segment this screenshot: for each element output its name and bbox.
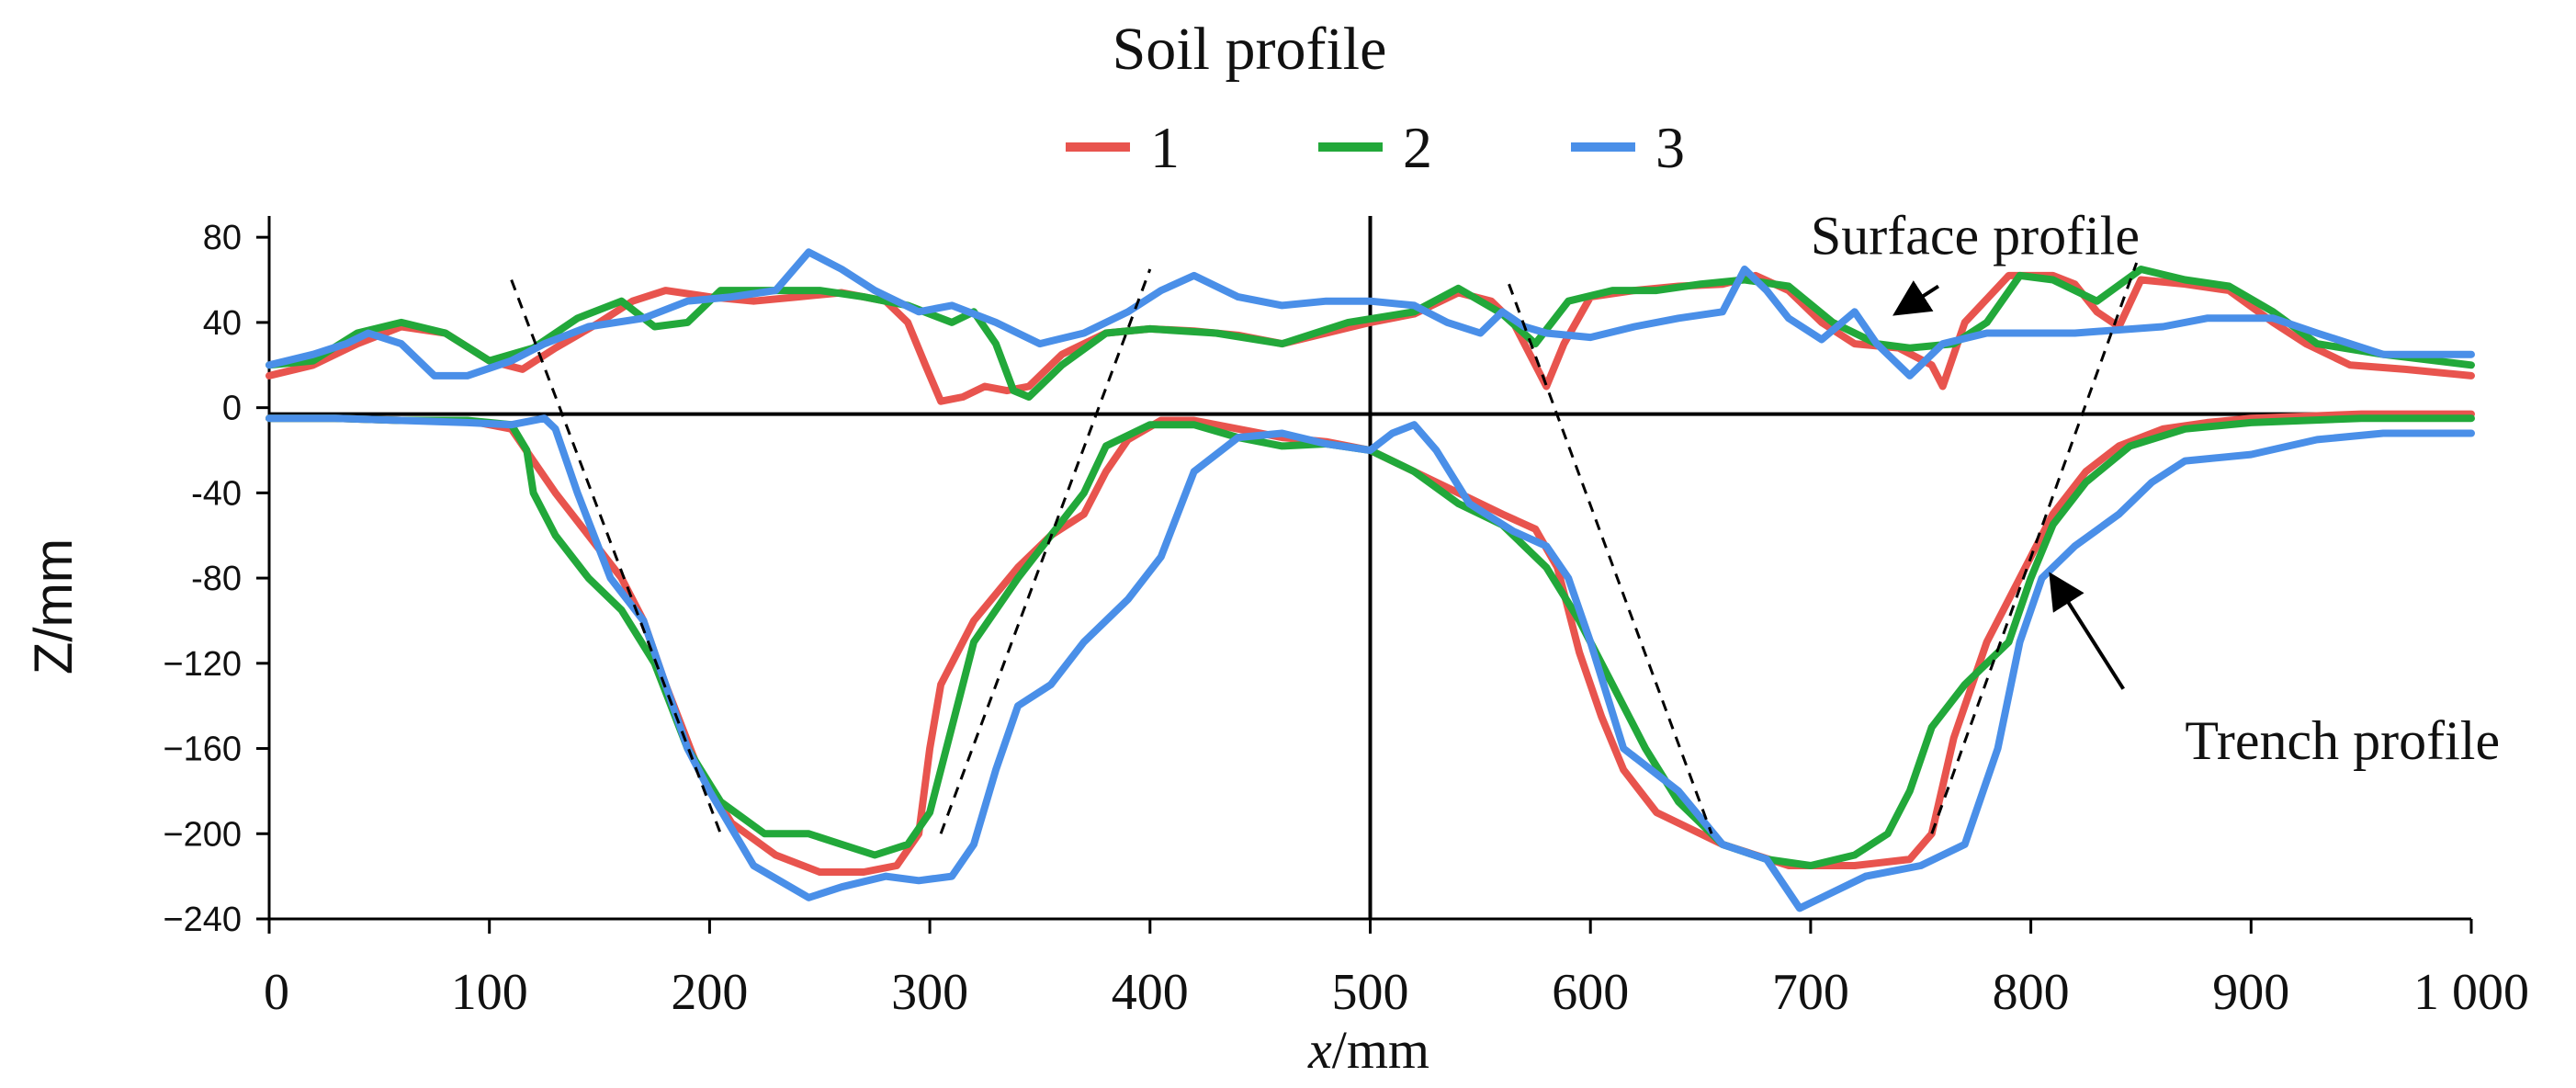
reference-lines [269,216,2471,919]
annotation-label: Trench profile [2185,710,2500,771]
y-axis-label: Z/mm [24,538,84,674]
x-axis-label-var: x [1307,1020,1332,1080]
x-tick-label: 200 [671,964,748,1021]
annotation-label: Surface profile [1811,206,2140,266]
guide-dashed-line [1930,262,2139,834]
x-ticks: 0 100 200 300 400 500 600 700 800 900 1 000 [264,919,2529,1021]
x-axis-label: x/mm [1307,1020,1429,1080]
series-group [266,248,2475,912]
annotations: Surface profile Trench profile [1811,206,2500,771]
x-tick-label: 700 [1772,964,1849,1021]
y-tick-label: 80 [203,219,242,257]
legend-label-2: 2 [1403,115,1432,180]
guide-lines [510,262,2139,834]
x-axis-label-unit: /mm [1332,1020,1429,1080]
legend: 1 2 3 [1066,115,1685,180]
series-2-trench-line [266,414,2475,869]
y-tick-label: −160 [163,731,242,769]
legend-label-3: 3 [1655,115,1685,180]
series-3-surface-line [266,248,2475,380]
x-tick-label: 300 [891,964,968,1021]
x-tick-label: 500 [1332,964,1409,1021]
legend-title: Soil profile [1113,16,1387,83]
x-tick-label: 600 [1552,964,1629,1021]
legend-label-1: 1 [1150,115,1180,180]
annotation-arrow [2049,572,2125,690]
y-tick-label: −240 [163,901,242,939]
x-tick-label: 900 [2212,964,2289,1021]
x-tick-label: 800 [1993,964,2070,1021]
guide-dashed-line [1508,283,1713,834]
x-tick-label: 400 [1112,964,1189,1021]
x-tick-label: 0 [264,964,289,1021]
y-tick-label: −200 [163,815,242,854]
series-3-trench-line [266,414,2475,912]
guide-dashed-line [939,268,1152,834]
y-tick-label: -80 [191,560,242,598]
guide-dashed-line [510,279,722,834]
y-tick-label: -40 [191,474,242,513]
y-ticks: 80 40 0 -40 -80 −120 −160 −200 −240 [163,219,269,939]
annotation-arrow [1892,280,1940,316]
x-tick-label: 1 000 [2413,964,2529,1021]
y-tick-label: −120 [163,645,242,684]
x-tick-label: 100 [451,964,528,1021]
y-tick-label: 0 [222,390,242,428]
y-tick-label: 40 [203,304,242,343]
series-2-surface-line [266,266,2475,401]
